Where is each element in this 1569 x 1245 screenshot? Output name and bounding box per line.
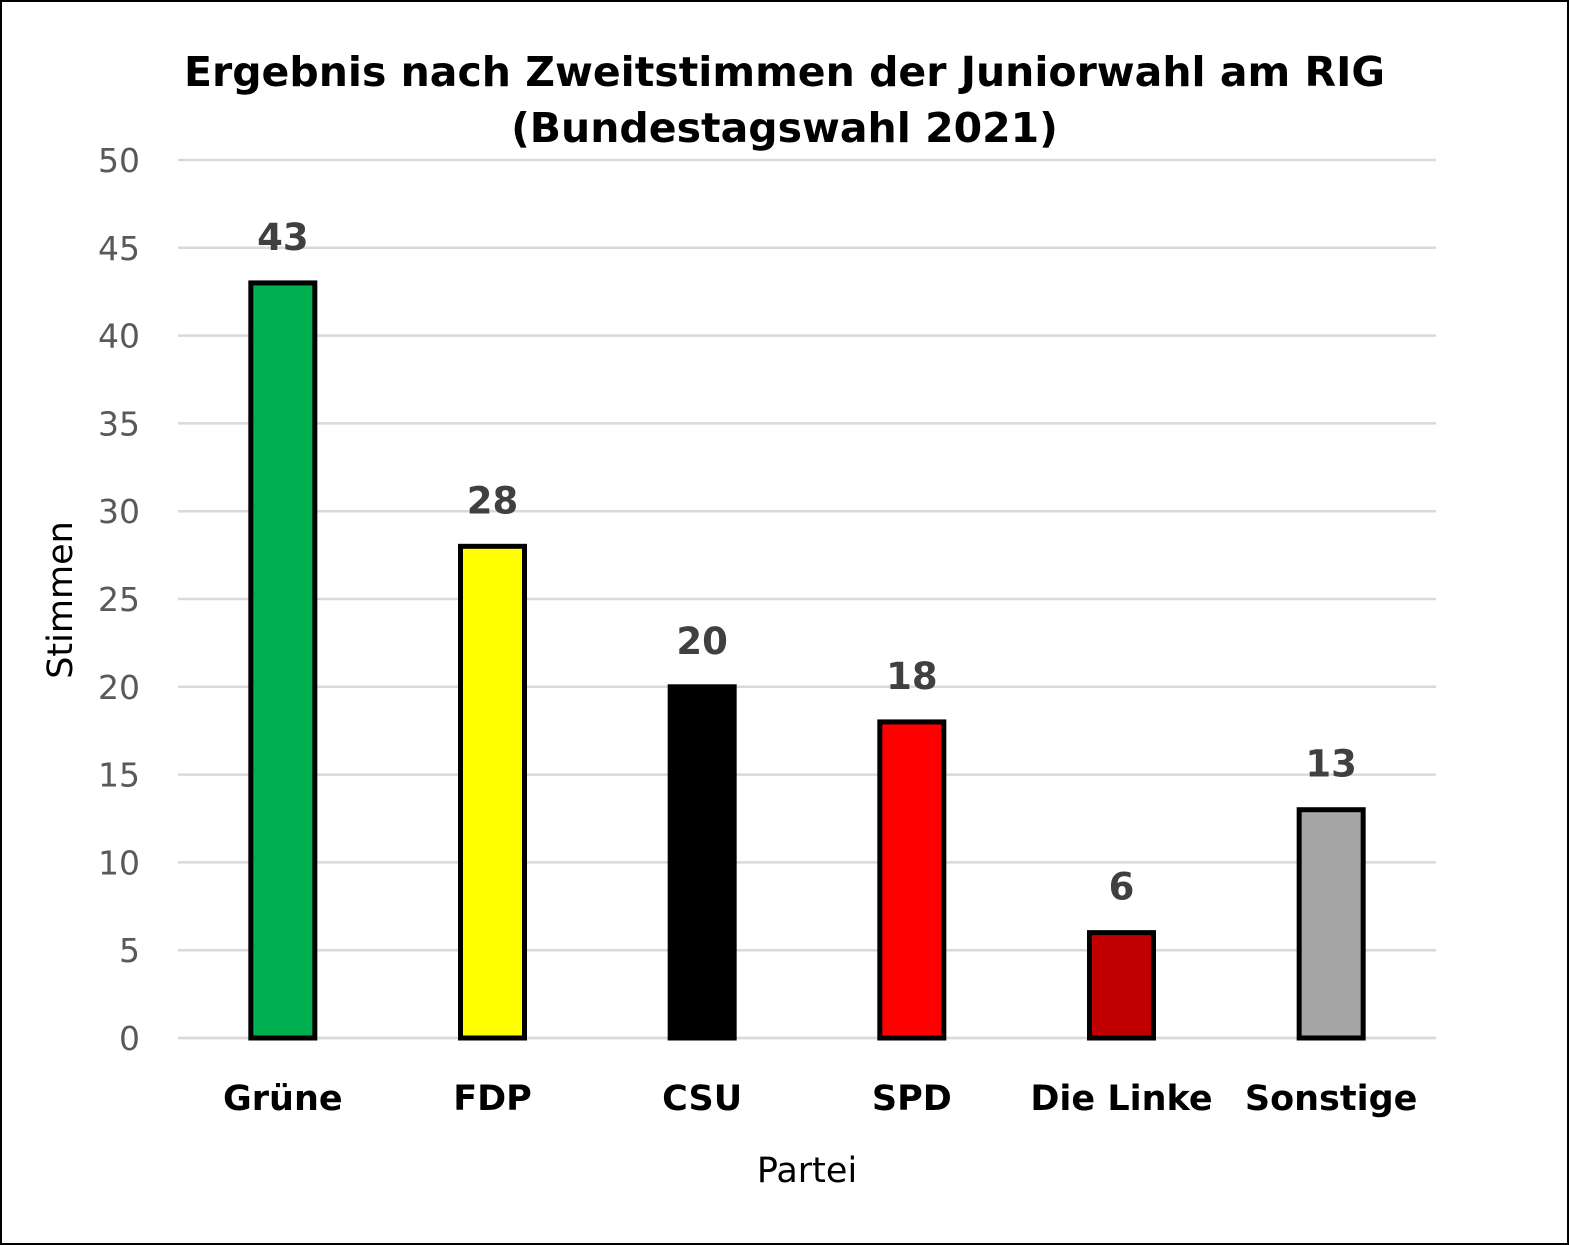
data-labels: 43 28 20 18 6 13 xyxy=(257,216,1357,909)
x-category-label: Die Linke xyxy=(1030,1079,1212,1119)
bar xyxy=(1087,930,1156,1041)
bar xyxy=(667,684,737,1041)
chart-title: Ergebnis nach Zweitstimmen der Juniorwah… xyxy=(2,44,1567,156)
data-label: 20 xyxy=(676,620,728,663)
y-tick-label: 5 xyxy=(119,931,140,970)
y-tick-label: 40 xyxy=(98,317,140,356)
data-label: 13 xyxy=(1305,743,1357,786)
y-tick-labels: 0 5 10 15 20 25 30 35 40 45 50 xyxy=(98,141,140,1058)
data-label: 43 xyxy=(257,216,309,259)
y-tick-label: 30 xyxy=(98,492,140,531)
x-category-label: FDP xyxy=(453,1079,532,1119)
y-tick-label: 20 xyxy=(98,668,140,707)
y-tick-label: 35 xyxy=(98,404,140,443)
data-label: 6 xyxy=(1109,866,1135,909)
bar xyxy=(1296,807,1366,1041)
gridlines xyxy=(178,158,1436,1040)
bar xyxy=(877,719,947,1041)
x-axis-title: Partei xyxy=(757,1151,857,1191)
chart-title-line-1: Ergebnis nach Zweitstimmen der Juniorwah… xyxy=(183,48,1386,96)
data-label: 18 xyxy=(886,655,938,698)
y-tick-label: 45 xyxy=(98,229,140,268)
y-tick-label: 0 xyxy=(119,1019,140,1058)
y-tick-label: 50 xyxy=(98,141,140,180)
bars xyxy=(248,280,1366,1041)
y-tick-label: 10 xyxy=(98,843,140,882)
x-category-label: Grüne xyxy=(223,1079,343,1119)
x-category-labels: Grüne FDP CSU SPD Die Linke Sonstige xyxy=(223,1079,1417,1119)
x-category-label: CSU xyxy=(662,1079,742,1119)
bar xyxy=(248,280,318,1041)
y-tick-label: 15 xyxy=(98,756,140,795)
data-label: 28 xyxy=(467,479,519,522)
x-category-label: Sonstige xyxy=(1245,1079,1418,1119)
chart-title-line-2: (Bundestagswahl 2021) xyxy=(511,104,1058,152)
y-tick-label: 25 xyxy=(98,580,140,619)
y-axis-title: Stimmen xyxy=(41,521,81,679)
x-category-label: SPD xyxy=(872,1079,952,1119)
bar xyxy=(458,543,527,1041)
